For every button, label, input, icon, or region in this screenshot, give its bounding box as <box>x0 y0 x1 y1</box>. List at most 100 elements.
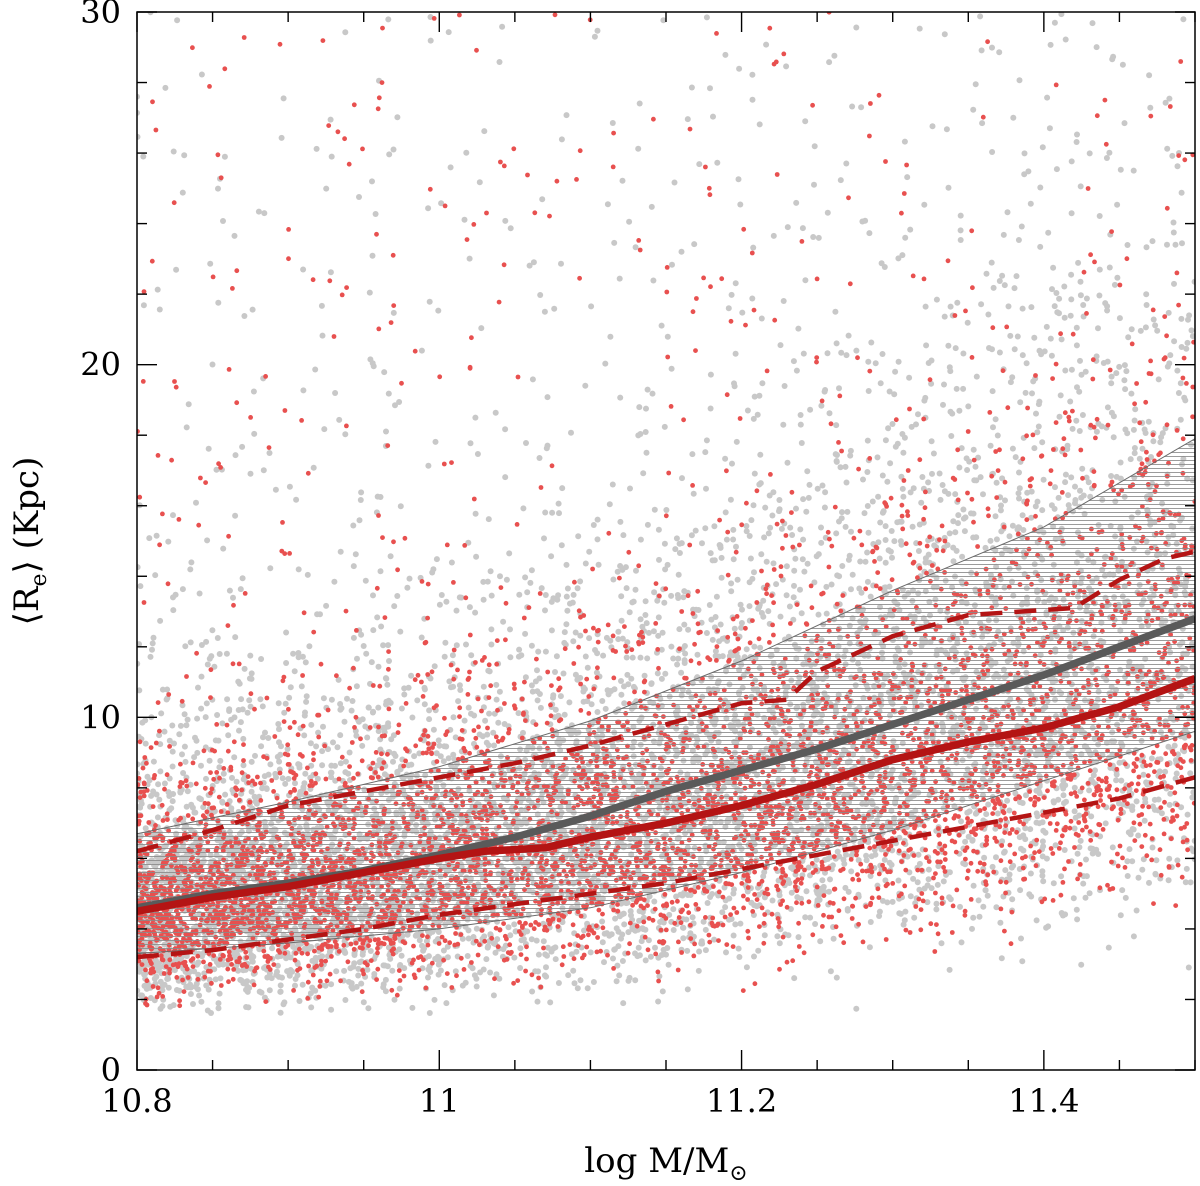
data-point <box>930 450 937 457</box>
data-point <box>962 861 969 868</box>
data-point <box>220 218 226 224</box>
data-point <box>696 161 703 168</box>
data-point <box>1056 310 1062 317</box>
data-point <box>159 686 166 693</box>
data-point <box>722 904 729 911</box>
data-point <box>758 551 765 558</box>
data-point <box>352 551 359 558</box>
data-point <box>327 116 334 123</box>
data-point <box>756 481 763 488</box>
data-point <box>327 769 334 776</box>
data-point <box>472 609 479 616</box>
data-point <box>790 594 797 601</box>
data-point <box>517 945 524 952</box>
data-point <box>637 536 644 543</box>
data-point <box>1009 522 1016 529</box>
data-point <box>314 775 321 782</box>
data-point <box>1051 303 1058 310</box>
data-point <box>416 937 423 944</box>
data-point <box>328 696 335 703</box>
data-point <box>751 393 758 400</box>
data-point <box>1045 229 1052 236</box>
data-point <box>859 218 866 225</box>
data-point <box>239 706 246 713</box>
data-point <box>860 476 866 483</box>
data-point <box>244 983 251 990</box>
data-point <box>888 861 895 868</box>
data-point <box>582 560 589 567</box>
data-point <box>1019 512 1026 519</box>
data-point <box>201 970 208 977</box>
data-point <box>813 553 820 560</box>
data-point <box>770 489 777 496</box>
data-point <box>1150 316 1157 323</box>
data-point <box>377 568 384 575</box>
data-point <box>747 555 754 562</box>
data-point <box>308 762 315 769</box>
data-point <box>691 241 698 248</box>
data-point <box>474 451 481 457</box>
data-point <box>842 463 849 470</box>
data-point <box>283 629 290 636</box>
data-point <box>194 749 201 756</box>
data-point <box>973 534 980 541</box>
data-point <box>418 634 425 641</box>
data-point <box>836 853 843 860</box>
data-point <box>983 811 990 818</box>
data-point <box>969 837 976 844</box>
data-point <box>826 888 832 895</box>
data-point <box>996 49 1003 56</box>
data-point <box>958 818 964 825</box>
data-point <box>1017 799 1023 806</box>
data-point <box>628 912 634 919</box>
data-point <box>418 347 425 354</box>
data-point <box>1129 858 1136 865</box>
data-point <box>268 975 275 982</box>
data-point <box>857 558 864 565</box>
data-point <box>1126 846 1133 853</box>
data-point <box>647 953 654 960</box>
data-point <box>802 277 809 284</box>
data-point <box>452 968 459 975</box>
data-point <box>584 985 591 992</box>
data-point <box>681 588 688 595</box>
data-point <box>595 561 602 568</box>
data-point <box>507 225 514 232</box>
data-point <box>1149 803 1156 810</box>
data-point <box>1086 150 1093 157</box>
data-point <box>1116 315 1123 322</box>
data-point <box>534 697 541 704</box>
data-point <box>1004 209 1011 216</box>
data-point <box>868 339 875 346</box>
data-point <box>280 1001 287 1008</box>
data-point <box>180 770 187 776</box>
data-point <box>791 582 797 589</box>
data-point <box>776 508 782 515</box>
data-point <box>1078 371 1085 378</box>
data-point <box>661 423 668 430</box>
data-point <box>380 724 387 731</box>
data-point <box>1154 327 1161 334</box>
data-point <box>1055 796 1062 803</box>
data-point <box>1068 158 1075 165</box>
data-point <box>391 603 398 610</box>
data-point <box>308 721 315 728</box>
data-point <box>1074 916 1081 923</box>
data-point <box>802 118 809 125</box>
data-point <box>405 684 412 691</box>
data-point <box>223 650 230 657</box>
data-point <box>1037 184 1044 191</box>
data-point <box>431 996 438 1003</box>
data-point <box>205 445 212 452</box>
data-point <box>914 879 921 886</box>
data-point <box>1146 72 1153 79</box>
data-point <box>499 23 506 30</box>
data-point <box>258 743 265 750</box>
data-point <box>661 599 668 606</box>
data-point <box>441 653 448 660</box>
data-point <box>996 349 1003 356</box>
data-point <box>690 490 697 497</box>
data-point <box>1080 880 1087 887</box>
data-point <box>1033 819 1040 826</box>
data-point <box>618 678 624 684</box>
